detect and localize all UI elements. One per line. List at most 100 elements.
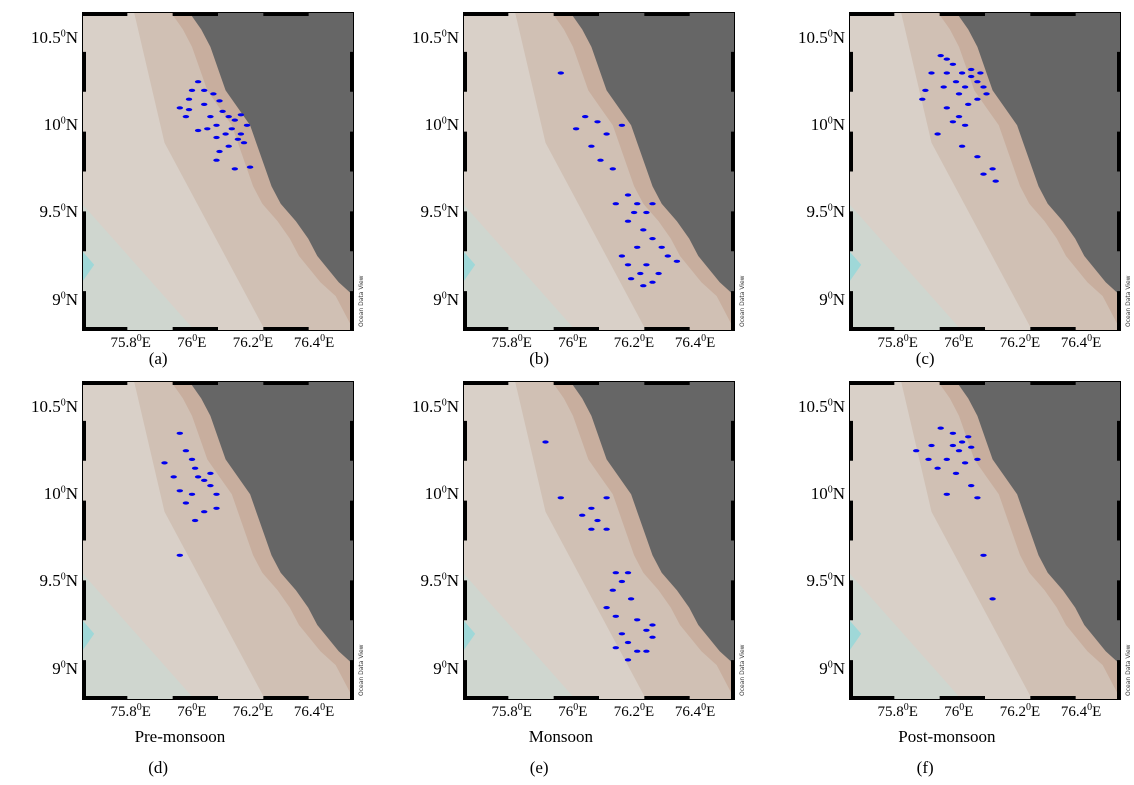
watermark: Ocean Data View xyxy=(739,644,746,696)
panel-label: (c) xyxy=(915,349,935,368)
x-tick-label: 760E xyxy=(558,333,588,352)
y-tick-label: 9.50N xyxy=(39,202,78,222)
frame-tick-right xyxy=(731,51,735,92)
sample-point xyxy=(188,88,196,92)
x-tick-label: 76.40E xyxy=(293,333,335,352)
frame-tick-bottom xyxy=(1030,327,1076,331)
frame-tick-bottom xyxy=(1030,696,1076,700)
frame-tick-right xyxy=(350,580,354,621)
frame-tick-right xyxy=(350,420,354,461)
sample-point xyxy=(194,80,202,84)
sample-point xyxy=(934,466,941,470)
sample-point xyxy=(965,435,972,439)
y-tick-label: 9.50N xyxy=(420,202,459,222)
panel-label: (a) xyxy=(148,349,168,368)
land-area xyxy=(189,12,354,297)
frame-tick-bottom xyxy=(263,696,309,700)
sample-point xyxy=(222,132,229,136)
frame-tick-top xyxy=(849,381,895,385)
sample-point xyxy=(940,85,947,89)
sample-point xyxy=(952,80,960,84)
sample-point xyxy=(649,635,656,639)
sample-point xyxy=(225,144,232,148)
sample-point xyxy=(649,237,656,241)
frame-tick-bottom xyxy=(849,327,895,331)
frame-tick-right xyxy=(1117,500,1121,541)
sample-point xyxy=(624,658,632,662)
y-tick-label: 90N xyxy=(819,658,845,678)
frame-tick-right xyxy=(1117,580,1121,621)
sample-point xyxy=(624,640,632,645)
x-tick-label: 76.20E xyxy=(999,702,1041,721)
frame-tick-bottom xyxy=(939,327,985,331)
sample-point xyxy=(983,92,990,96)
sample-point xyxy=(618,254,626,258)
sample-point xyxy=(627,597,635,601)
sample-point xyxy=(603,496,610,500)
sample-point xyxy=(618,579,626,584)
sample-point xyxy=(968,484,975,488)
frame-tick-bottom xyxy=(172,327,218,331)
land-area xyxy=(570,381,735,666)
sample-point xyxy=(603,132,610,136)
frame-tick-right xyxy=(731,131,735,172)
sample-point xyxy=(989,167,996,171)
sample-point xyxy=(176,106,183,110)
sample-point xyxy=(968,67,975,72)
x-tick-label: 76.40E xyxy=(1060,702,1102,721)
x-tick-label: 760E xyxy=(177,702,207,721)
map-svg xyxy=(849,12,1121,331)
frame-tick-bottom xyxy=(644,327,690,331)
frame-tick-top xyxy=(172,12,218,16)
sample-point xyxy=(974,97,981,101)
x-tick-label: 75.80E xyxy=(110,702,151,721)
sample-point xyxy=(943,457,950,461)
land-area xyxy=(189,381,354,666)
sample-point xyxy=(612,646,619,650)
frame-tick-bottom xyxy=(463,696,509,700)
sample-point xyxy=(204,127,211,131)
sample-point xyxy=(213,158,220,162)
sample-point xyxy=(980,553,987,557)
sample-point xyxy=(980,172,987,176)
sample-point xyxy=(630,210,638,215)
sample-point xyxy=(640,284,647,288)
frame-tick-right xyxy=(731,420,735,461)
map-svg xyxy=(463,12,735,331)
frame-tick-left xyxy=(463,211,467,252)
x-tick-label: 76.20E xyxy=(232,333,274,352)
sample-point xyxy=(213,135,220,140)
sample-point xyxy=(637,271,644,276)
sample-point xyxy=(572,127,580,131)
y-tick-label: 100N xyxy=(424,115,459,135)
x-tick-label: 760E xyxy=(944,333,974,352)
frame-tick-top xyxy=(939,381,985,385)
sample-point xyxy=(943,57,950,61)
sample-point xyxy=(913,449,920,453)
sample-point xyxy=(949,431,957,435)
season-label: Pre-monsoon xyxy=(134,727,226,746)
sample-point xyxy=(673,259,681,263)
deep-water-patch xyxy=(849,250,862,283)
frame-tick-bottom xyxy=(849,696,895,700)
season-label: Monsoon xyxy=(528,727,594,746)
sample-point xyxy=(961,85,969,89)
y-tick-label: 9.50N xyxy=(806,571,845,591)
frame-tick-bottom xyxy=(553,696,599,700)
sample-point xyxy=(188,492,196,496)
sample-point xyxy=(201,102,208,106)
sample-point xyxy=(182,115,190,119)
y-tick-label: 90N xyxy=(819,289,845,309)
frame-tick-bottom xyxy=(939,696,985,700)
y-tick-label: 100N xyxy=(43,115,78,135)
y-tick-label: 100N xyxy=(424,484,459,504)
sample-point xyxy=(582,115,589,119)
sample-point xyxy=(955,92,963,96)
sample-point xyxy=(922,88,929,92)
map-panel xyxy=(463,12,735,331)
y-tick-label: 10.50N xyxy=(411,28,459,48)
sample-point xyxy=(634,245,641,249)
frame-tick-bottom xyxy=(553,327,599,331)
map-panel xyxy=(849,381,1121,700)
watermark: Ocean Data View xyxy=(1125,644,1132,696)
